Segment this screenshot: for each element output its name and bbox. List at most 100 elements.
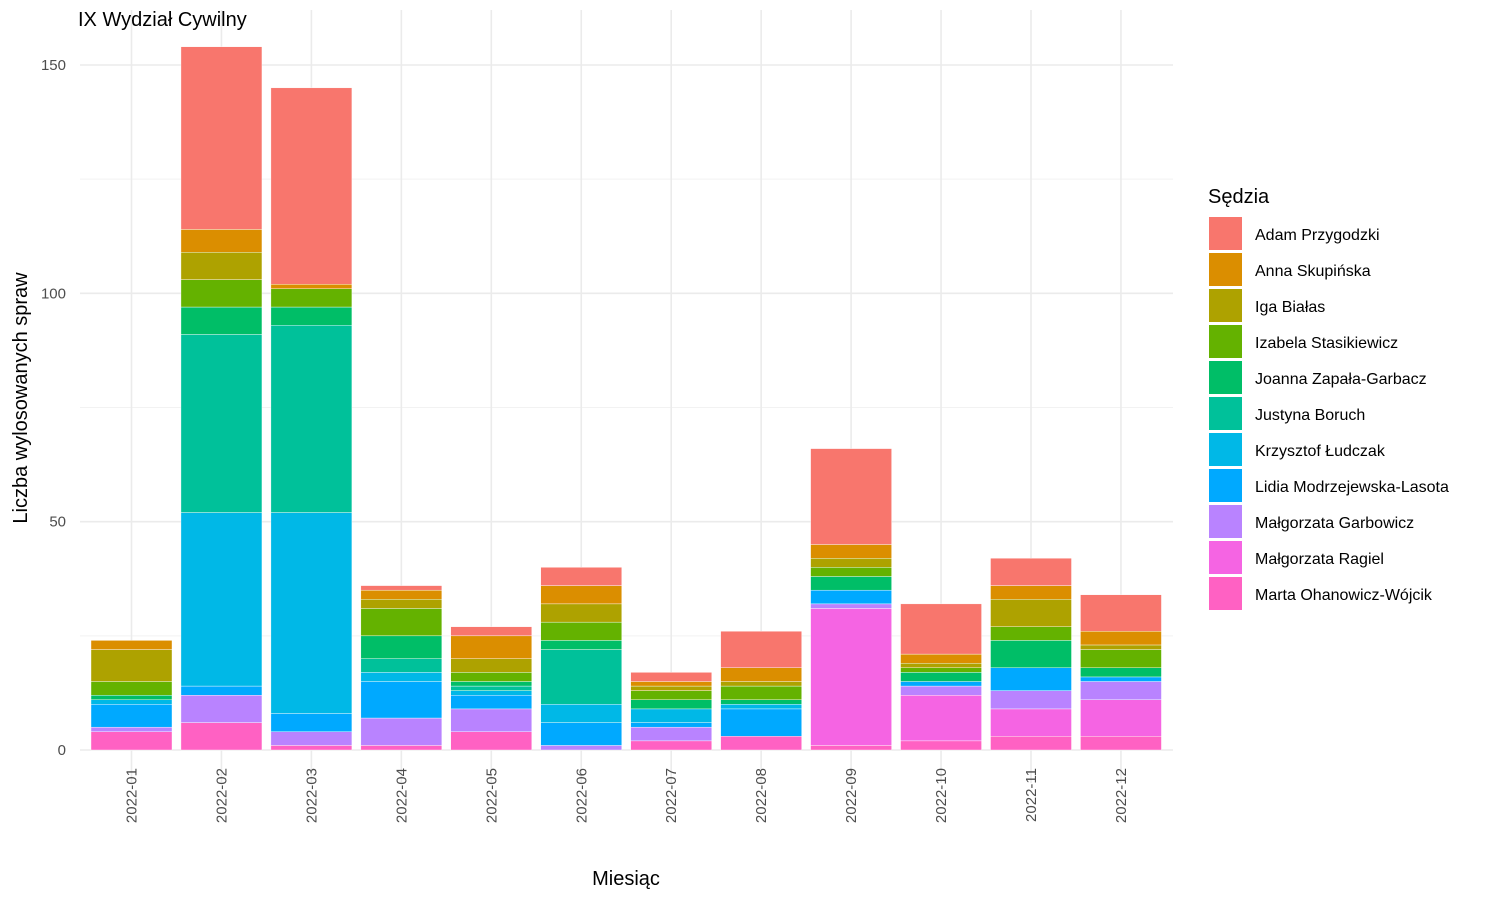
x-tick-label: 2022-01: [124, 768, 141, 823]
bar-segment: [810, 576, 892, 591]
legend-label: Adam Przygodzki: [1255, 227, 1380, 244]
x-tick-label: 2022-05: [483, 768, 500, 823]
bar-segment: [450, 626, 532, 637]
legend-label: Małgorzata Garbowicz: [1255, 515, 1414, 532]
bar-segment: [90, 649, 173, 682]
bar-segment: [720, 708, 802, 737]
bar-segment: [1080, 681, 1162, 700]
bar-segment: [630, 681, 712, 687]
grid: [80, 10, 1173, 783]
bar-segment: [630, 685, 712, 691]
bar-segment: [900, 663, 982, 669]
legend-key: [1209, 361, 1242, 394]
legend: Sędzia Adam Przygodzki Anna Skupińska Iga …: [1208, 186, 1449, 610]
legend-key: [1209, 325, 1242, 358]
bar-segment: [990, 708, 1072, 737]
bar-segment: [810, 603, 892, 609]
x-tick-label: 2022-12: [1113, 768, 1130, 823]
bar-segment: [720, 699, 802, 705]
bar-segment: [990, 558, 1072, 586]
bar-segment: [630, 672, 712, 682]
legend-label: Małgorzata Ragiel: [1255, 551, 1384, 568]
bar-segment: [450, 635, 532, 659]
bar-segment: [450, 695, 532, 710]
bar-segment: [180, 252, 263, 280]
legend-label: Marta Ohanowicz-Wójcik: [1255, 587, 1433, 604]
bars: [90, 46, 1162, 751]
legend-key: [1209, 433, 1242, 466]
x-tick-label: 2022-11: [1023, 768, 1040, 822]
bar-segment: [270, 284, 353, 289]
bar-segment: [180, 229, 263, 253]
bar-segment: [720, 704, 802, 710]
bar-segment: [810, 589, 892, 605]
bar-segment: [270, 745, 353, 751]
bar-segment: [180, 46, 263, 230]
bar-segment: [1080, 699, 1162, 737]
bar-segment: [450, 658, 532, 673]
y-tick-label: 100: [41, 285, 66, 302]
bar-segment: [270, 325, 353, 513]
bar-segment: [540, 704, 622, 723]
bar-segment: [810, 567, 892, 577]
bar-segment: [1080, 667, 1162, 678]
bar-segment: [360, 681, 443, 719]
x-axis-title: Miesiąc: [592, 868, 660, 890]
bar-segment: [180, 334, 263, 513]
bar-segment: [90, 699, 173, 705]
legend-label: Anna Skupińska: [1255, 263, 1371, 280]
x-tick-label: 2022-07: [663, 768, 680, 823]
bar-segment: [450, 685, 532, 691]
bar-segment: [900, 740, 982, 751]
bar-segment: [900, 667, 982, 673]
y-tick-label: 50: [49, 514, 66, 531]
legend-label: Joanna Zapała-Garbacz: [1255, 371, 1427, 388]
y-tick-label: 150: [41, 57, 66, 74]
legend-key: [1209, 541, 1242, 574]
y-tick-labels: 0 50 100 150: [41, 57, 66, 759]
bar-segment: [1080, 736, 1162, 751]
x-tick-label: 2022-09: [843, 768, 860, 823]
bar-segment: [180, 306, 263, 335]
bar-segment: [540, 621, 622, 641]
bar-segment: [990, 640, 1072, 669]
legend-key: [1209, 397, 1242, 430]
bar-segment: [990, 736, 1072, 751]
legend-label: Iga Białas: [1255, 299, 1325, 316]
bar-segment: [360, 585, 443, 591]
bar-segment: [810, 448, 892, 545]
bar-segment: [360, 599, 443, 609]
bar-segment: [360, 589, 443, 600]
bar-segment: [90, 731, 173, 751]
bar-segment: [180, 279, 263, 308]
bar-segment: [90, 640, 173, 650]
y-tick-label: 0: [58, 742, 66, 759]
x-tick-label: 2022-06: [573, 768, 590, 823]
bar-segment: [360, 635, 443, 659]
x-tick-label: 2022-08: [753, 768, 770, 823]
x-tick-label: 2022-03: [303, 768, 320, 823]
bar-segment: [1080, 631, 1162, 646]
bar-segment: [630, 708, 712, 723]
y-axis-title: Liczba wylosowanych spraw: [10, 272, 32, 524]
bar-segment: [450, 681, 532, 687]
bar-segment: [990, 626, 1072, 641]
bar-segment: [810, 745, 892, 751]
x-tick-label: 2022-04: [393, 768, 410, 823]
legend-key: [1209, 253, 1242, 286]
bar-segment: [810, 608, 892, 746]
bar-segment: [900, 695, 982, 742]
legend-key: [1209, 505, 1242, 538]
bar-segment: [90, 704, 173, 728]
bar-segment: [540, 745, 622, 751]
bar-segment: [720, 685, 802, 700]
bar-segment: [270, 288, 353, 308]
bar-segment: [990, 690, 1072, 710]
legend-key: [1209, 289, 1242, 322]
bar-segment: [450, 690, 532, 696]
bar-segment: [1080, 644, 1162, 650]
bar-segment: [90, 726, 173, 732]
bar-segment: [450, 731, 532, 751]
legend-label: Krzysztof Łudczak: [1255, 443, 1386, 460]
bar-segment: [540, 649, 622, 705]
